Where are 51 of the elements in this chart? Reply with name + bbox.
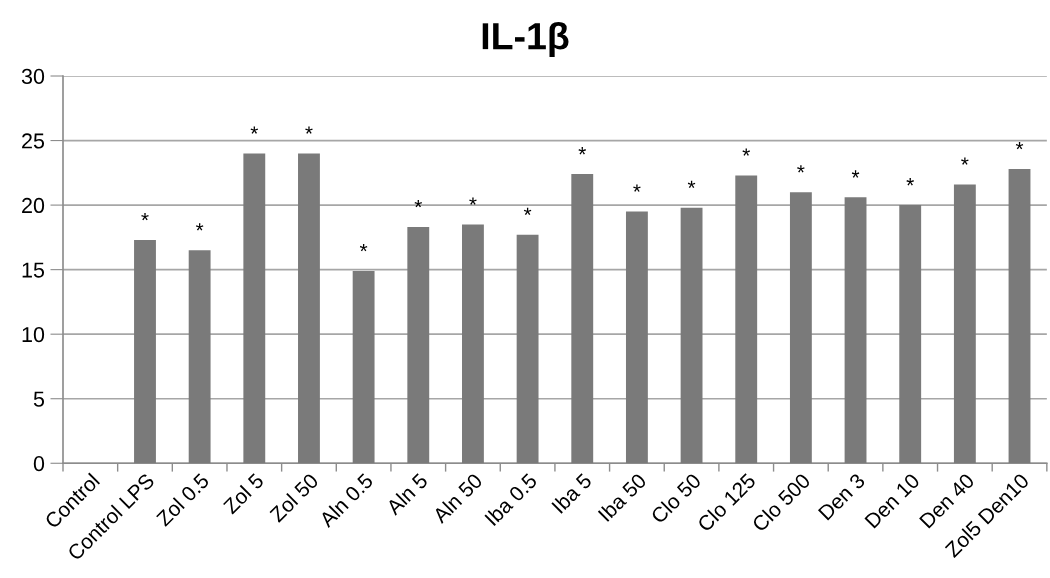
bar xyxy=(352,270,375,464)
y-tick-label: 5 xyxy=(33,391,45,407)
chart-title: IL-1β xyxy=(482,21,569,57)
annotation: * xyxy=(961,157,969,165)
annotation: * xyxy=(578,147,586,155)
x-tick-label: Iba 50 xyxy=(597,472,648,523)
bar xyxy=(844,197,867,464)
annotation: * xyxy=(469,197,477,205)
x-tick-label: Zol 5 xyxy=(222,472,265,515)
annotation: * xyxy=(414,200,423,208)
bar xyxy=(953,184,976,464)
annotation: * xyxy=(523,207,532,216)
bar xyxy=(462,224,484,464)
bar xyxy=(571,174,594,464)
bar xyxy=(134,239,156,464)
annotation: * xyxy=(305,126,313,134)
bar xyxy=(407,227,430,464)
x-tick-label: Aln 50 xyxy=(431,472,484,525)
annotation: * xyxy=(687,180,696,188)
bar xyxy=(625,211,648,464)
annotation: * xyxy=(359,243,368,252)
y-tick-label: 30 xyxy=(21,68,45,85)
annotation: * xyxy=(851,170,860,178)
y-tick-label: 15 xyxy=(22,262,45,278)
annotation: * xyxy=(1015,141,1024,150)
annotation: * xyxy=(250,126,259,134)
annotation: * xyxy=(906,178,914,186)
y-tick-label: 25 xyxy=(22,133,45,149)
bar xyxy=(735,175,758,464)
y-tick-label: 0 xyxy=(33,456,45,472)
x-tick-label: Aln 5 xyxy=(384,472,429,516)
annotation: * xyxy=(797,165,805,173)
bar xyxy=(680,207,703,464)
bar xyxy=(298,153,320,464)
x-tick-label: Zol 50 xyxy=(268,472,320,523)
x-tick-label: Zol 0.5 xyxy=(155,472,210,527)
bar xyxy=(188,250,211,464)
annotation: * xyxy=(742,148,750,156)
bar xyxy=(899,205,922,464)
bar xyxy=(516,234,539,464)
x-tick-label: Iba 0.5 xyxy=(483,472,538,527)
bar xyxy=(1008,168,1031,464)
annotation: * xyxy=(141,212,149,221)
y-tick-label: 10 xyxy=(22,326,45,343)
x-tick-label: Aln 0.5 xyxy=(317,472,374,529)
x-tick-label: Iba 5 xyxy=(550,472,593,514)
bar xyxy=(243,153,266,464)
annotation: * xyxy=(633,184,641,192)
bar xyxy=(789,192,812,464)
y-tick-label: 20 xyxy=(22,197,45,214)
annotation: * xyxy=(195,223,204,231)
